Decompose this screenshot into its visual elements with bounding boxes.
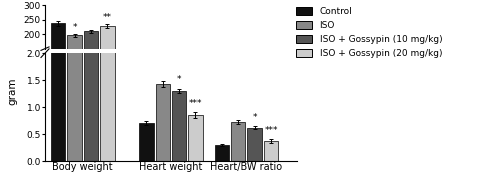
Bar (68, 35, 82, 92)
Bar (156, 84, 170, 161)
Text: ***: *** (188, 99, 202, 108)
Text: *: * (72, 23, 77, 31)
Bar (51, 23, 66, 92)
Bar (172, 91, 186, 161)
Text: **: ** (103, 13, 112, 22)
Bar (188, 115, 202, 161)
Bar (84, 0, 98, 161)
Bar (156, 91, 170, 92)
Bar (231, 122, 246, 161)
Text: ***: *** (264, 126, 278, 135)
Legend: Control, ISO, ISO + Gossypin (10 mg/kg), ISO + Gossypin (20 mg/kg): Control, ISO, ISO + Gossypin (10 mg/kg),… (296, 7, 442, 58)
Text: *: * (177, 75, 182, 84)
Bar (100, 26, 114, 92)
Bar (68, 0, 82, 161)
Bar (84, 31, 98, 92)
Bar (100, 0, 114, 161)
Bar (51, 0, 66, 161)
Text: gram: gram (8, 78, 18, 105)
Bar (139, 123, 154, 161)
Text: *: * (252, 113, 257, 122)
Bar (248, 128, 262, 161)
Bar (264, 141, 278, 161)
Bar (214, 145, 229, 161)
